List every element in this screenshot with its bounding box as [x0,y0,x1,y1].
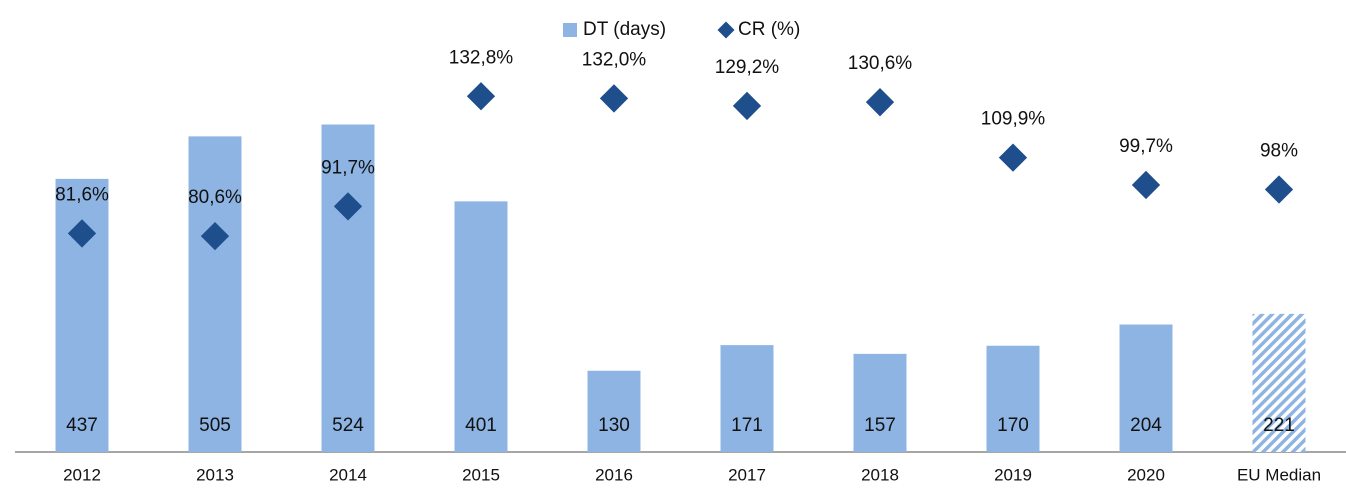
marker [599,84,629,113]
x-tick-label: 2015 [462,465,500,484]
point-label: 80,6% [188,187,242,208]
point-label: 109,9% [981,109,1046,130]
bar [1252,313,1306,452]
point-label: 129,2% [715,57,780,78]
bar [986,345,1040,452]
x-tick-label: 2020 [1127,465,1165,484]
x-tick-label: 2018 [861,465,899,484]
bar [720,345,774,452]
bar-label: 157 [864,415,896,436]
x-tick-label: 2019 [994,465,1032,484]
bar [853,353,907,452]
x-tick-label: 2016 [595,465,633,484]
legend-swatch [717,21,735,39]
marker [865,88,895,117]
bar-label: 170 [997,415,1029,436]
legend-label: DT (days) [583,19,666,40]
point-label: 99,7% [1119,136,1173,157]
x-tick-label: 2014 [329,465,367,484]
bar-label: 130 [598,415,630,436]
point-label: 132,8% [449,47,514,68]
x-tick-label: 2017 [728,465,766,484]
point-label: 98% [1260,141,1298,162]
bar [188,136,242,452]
bar-label: 524 [332,415,364,436]
bar-label: 204 [1130,415,1162,436]
x-tick-label: EU Median [1237,465,1321,484]
x-tick-label: 2012 [63,465,101,484]
point-label: 132,0% [582,49,647,70]
bar [321,124,375,452]
point-label: 91,7% [321,157,375,178]
marker [732,91,762,121]
x-tick-label: 2013 [196,465,234,484]
bar [587,370,641,452]
point-label: 130,6% [848,53,913,74]
legend-label: CR (%) [738,19,800,40]
point-label: 81,6% [55,184,109,205]
legend-swatch [563,23,577,37]
bar-label: 401 [465,415,497,436]
bar [454,201,508,452]
bar-label: 221 [1263,415,1295,436]
bar [1119,324,1173,452]
marker [998,143,1028,172]
marker [466,82,496,111]
bar-label: 437 [66,415,98,436]
marker [1131,170,1161,200]
bar-label: 505 [199,415,231,436]
marker [1264,175,1294,204]
bar-label: 171 [731,415,763,436]
